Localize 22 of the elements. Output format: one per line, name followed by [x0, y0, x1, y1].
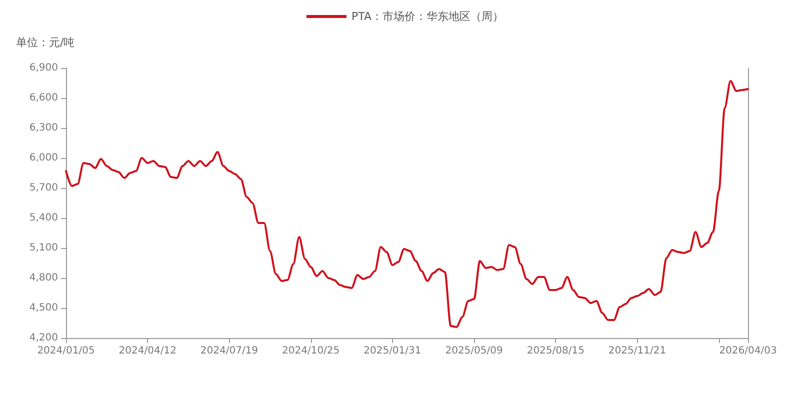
line-series [65, 80, 749, 328]
legend-label: PTA：市场价：华东地区（周） [351, 10, 504, 23]
y-tick-label: 5,400 [29, 212, 58, 224]
x-tick-label: 2024/01/05 [37, 346, 95, 356]
x-tick-label: 2024/10/25 [282, 346, 340, 356]
y-axis-title: 单位：元/吨 [16, 36, 75, 49]
y-tick-label: 6,300 [29, 122, 58, 134]
y-tick-label: 6,600 [29, 92, 58, 104]
y-tick-label: 6,900 [29, 62, 58, 74]
y-tick-label: 6,000 [29, 152, 58, 164]
x-tick-label: 2025/08/15 [526, 346, 584, 356]
x-tick-label: 2024/04/12 [118, 346, 176, 356]
x-tick-label: 2026/04/03 [719, 346, 777, 356]
y-tick-label: 5,100 [29, 242, 58, 254]
y-tick-label: 5,700 [29, 182, 58, 194]
x-tick-label: 2025/01/31 [364, 346, 422, 356]
x-tick-label: 2024/07/19 [200, 346, 258, 356]
y-tick-label: 4,200 [29, 332, 58, 344]
y-tick-label: 4,800 [29, 272, 58, 284]
y-tick-label: 4,500 [29, 302, 58, 314]
x-tick-label: 2025/05/09 [445, 346, 503, 356]
x-tick-label: 2025/11/21 [608, 346, 666, 356]
